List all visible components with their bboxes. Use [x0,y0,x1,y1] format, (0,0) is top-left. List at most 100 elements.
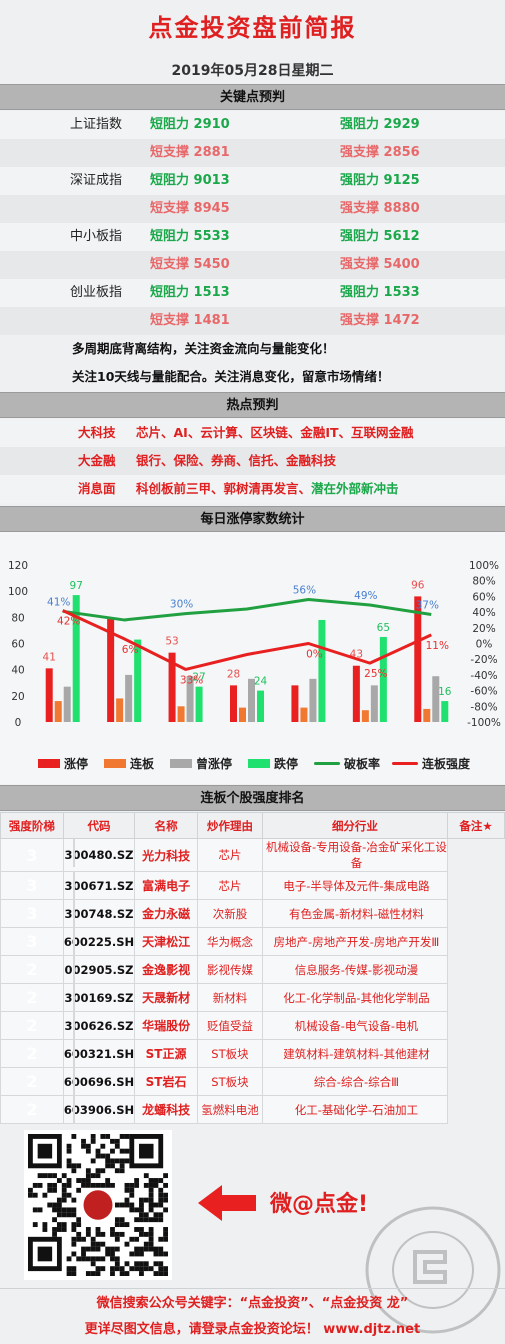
qr-module [105,1246,111,1252]
qr-module [100,1241,106,1247]
qr-module [100,1134,106,1139]
bar-涨停 [352,665,360,722]
hot-text-green: 潜在外部新冲击 [311,481,399,496]
level-cell: 2 [0,1039,64,1068]
qr-module [110,1266,115,1272]
header-industry: 细分行业 [261,812,449,839]
qr-module [148,1266,154,1272]
qr-module [139,1212,144,1218]
data-label-break-rate: 30% [170,599,193,611]
qr-module [105,1251,111,1257]
qr-module [114,1202,120,1208]
qr-module [71,1207,77,1213]
name-cell: 华瑞股份 [134,1011,199,1040]
legend-item: 跌停 [248,755,298,772]
qr-module [66,1163,72,1169]
qr-module [61,1212,67,1218]
bar-涨停 [230,685,237,722]
qr-module [100,1143,106,1149]
qr-module [163,1251,168,1257]
qr-module [129,1266,135,1272]
level-cell: 3 [0,838,64,872]
qr-center-logo [83,1190,113,1220]
qr-module [42,1222,48,1228]
qr-module [85,1173,91,1179]
qr-module [143,1261,149,1267]
table-row: 3 300671.SZ 富满电子 芯片 电子-半导体及元件-集成电路 [0,871,505,900]
header-level: 强度阶梯 [0,812,64,839]
qr-module [124,1197,130,1203]
qr-module [119,1202,125,1208]
qr-module [90,1271,96,1276]
hot-label: 消息面 [78,481,116,496]
code-cell: 300671.SZ [62,871,136,900]
qr-module [95,1148,101,1154]
qr-module [37,1246,53,1262]
hot-text: 银行、保险、券商、信托、金融科技 [136,453,337,468]
strong-support: 强支撑 5400 [340,257,420,272]
qr-module [148,1202,154,1208]
legend-swatch [392,762,418,765]
bar-曾涨停 [63,686,71,722]
y2-tick-label: 0% [476,639,493,651]
qr-module [90,1134,96,1139]
hot-label: 大金融 [78,453,116,468]
qr-module [153,1271,159,1276]
bar-涨停 [414,596,422,722]
qr-module [129,1207,135,1213]
stocks-table: 强度阶梯 代码 名称 炒作理由 细分行业 备注★ 3 300480.SZ 光力科技芯… [0,812,505,1124]
level-cell: 3 [0,899,64,928]
bar-跌停 [318,619,326,722]
qr-module [124,1182,130,1188]
y2-tick-label: 60% [472,591,495,603]
qr-module [148,1178,154,1183]
bar-连板 [177,706,185,722]
name-cell: 金逸影视 [134,955,199,984]
qr-module [71,1168,77,1174]
qr-module [119,1134,125,1139]
y-tick-label: 20 [11,691,24,703]
qr-module [163,1227,168,1232]
qr-module [100,1266,106,1272]
qr-module [76,1256,82,1262]
section-hot-points: 热点预判 [0,392,505,418]
qr-module [119,1163,125,1169]
note-cell [72,1039,75,1068]
section-daily-stats: 每日涨停家数统计 [0,506,505,532]
qr-module [143,1212,149,1218]
limit-up-chart: 0 20 40 60 80 100 120 -100% -80% -60% -40% -20% 0% 20… [8,560,501,729]
bar-跌停 [134,639,142,722]
qr-module [158,1187,164,1193]
key-row-1a: 上证指数 短阻力 2910 强阻力 2929 [0,111,505,139]
hot-label: 大科技 [78,425,116,440]
code-cell: 600696.SH [62,1067,136,1096]
reason-cell: 贬值受益 [197,1011,263,1040]
qr-module [139,1217,144,1223]
qr-module [114,1168,120,1174]
data-label-limit-down: 16 [438,686,452,698]
bar-连板 [54,701,62,722]
qr-module [71,1241,77,1247]
note-cell [72,983,75,1012]
short-resistance: 短阻力 5533 [150,229,230,244]
qr-module [139,1266,144,1272]
reason-cell: 氢燃料电池 [197,1095,263,1124]
data-label-strength: 25% [364,668,387,680]
qr-module [56,1212,62,1218]
bar-连板 [361,710,369,722]
short-resistance: 短阻力 9013 [150,173,230,188]
qr-module [153,1182,159,1188]
qr-module [153,1217,159,1223]
qr-module [100,1256,106,1262]
qr-module [52,1173,57,1179]
bar-涨停 [168,652,176,722]
legend-label: 跌停 [274,757,299,771]
footer-forum-link[interactable]: 更详尽图文信息，请登录点金投资论坛！ www.djtz.net [84,1322,421,1337]
legend-item: 连板 [104,755,154,772]
data-label-limit-up: 28 [227,668,240,680]
qr-module [90,1138,96,1144]
qr-module [52,1217,57,1223]
legend-item: 涨停 [38,755,88,772]
legend-label: 连板强度 [422,757,471,771]
